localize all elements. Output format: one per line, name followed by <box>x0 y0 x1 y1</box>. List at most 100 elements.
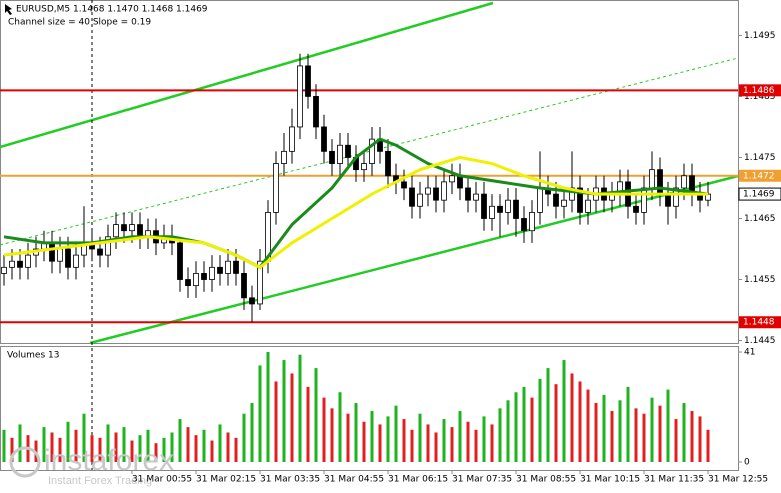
volume-bar <box>290 373 294 462</box>
volume-bar <box>490 424 494 462</box>
candle-body <box>425 187 431 195</box>
volume-bar <box>218 424 222 462</box>
chart-subtitle: Channel size = 40 Slope = 0.19 <box>8 18 151 28</box>
y-tick-label: 1.1465 <box>744 214 776 224</box>
candle-body <box>401 181 407 189</box>
volume-bar <box>626 386 630 462</box>
volume-bar <box>42 427 46 462</box>
x-tick-label: 31 Mar 06:15 <box>388 475 448 485</box>
candle-body <box>649 169 655 189</box>
volume-bar <box>106 424 110 462</box>
candle-body <box>49 242 55 262</box>
volume-bar <box>610 411 614 462</box>
candle-body <box>441 181 447 201</box>
volume-bar <box>642 413 646 462</box>
candle-body <box>225 260 231 274</box>
last-price-label: 1.1469 <box>743 190 775 200</box>
x-tick-label: 31 Mar 10:15 <box>580 475 640 485</box>
candle-body <box>513 199 519 219</box>
x-tick-label: 31 Mar 08:55 <box>516 475 576 485</box>
y-tick-label: 1.1455 <box>744 275 776 285</box>
volume-bar <box>498 408 502 462</box>
candle-body <box>289 126 295 152</box>
channel-upper <box>0 1 494 149</box>
volume-bar <box>674 419 678 462</box>
x-tick-label: 31 Mar 00:55 <box>132 475 192 485</box>
candle-body <box>473 193 479 201</box>
x-tick-label: 31 Mar 04:55 <box>324 475 384 485</box>
volume-bar <box>458 411 462 462</box>
volume-bar <box>506 400 510 462</box>
volume-bar <box>162 437 166 462</box>
volume-bar <box>234 437 238 462</box>
volume-bar <box>314 368 318 462</box>
moving-average <box>3 155 708 270</box>
candle-body <box>257 260 263 305</box>
volume-bar <box>578 381 582 462</box>
candle-body <box>497 205 503 213</box>
volume-bar <box>418 413 422 462</box>
candle-body <box>313 96 319 128</box>
candle-body <box>465 187 471 201</box>
volume-bar <box>474 429 478 462</box>
volume-bar <box>402 419 406 462</box>
volume-bar <box>514 392 518 462</box>
x-tick-label: 31 Mar 03:35 <box>260 475 320 485</box>
candle-body <box>345 144 351 158</box>
volume-bar <box>154 443 158 462</box>
candle-body <box>417 193 423 207</box>
volume-bar <box>306 386 310 462</box>
volume-bar <box>210 440 214 462</box>
candle-body <box>73 254 79 268</box>
candle-body <box>9 260 15 268</box>
watermark-tagline: Instant Forex Trading <box>48 475 152 487</box>
volume-bar <box>18 424 22 462</box>
volume-bar <box>114 432 118 462</box>
candle-body <box>97 248 103 256</box>
volume-bar <box>90 435 94 462</box>
volume-bar <box>546 368 550 462</box>
volume-bar <box>98 437 102 462</box>
volume-bar <box>138 435 142 462</box>
volume-bar <box>562 360 566 462</box>
level-label: 1.1448 <box>743 318 775 328</box>
candle-body <box>297 65 303 128</box>
volume-tick-label: 41 <box>744 348 755 358</box>
volume-bar <box>530 397 534 462</box>
volume-bar <box>634 408 638 462</box>
watermark: instaforex Instant Forex Trading <box>9 444 174 487</box>
volume-bar <box>522 386 526 462</box>
candle-body <box>529 211 535 232</box>
level-label-box <box>739 316 781 329</box>
volume-bar <box>682 402 686 462</box>
volume-bar <box>594 402 598 462</box>
candle-body <box>1 266 7 274</box>
candle-body <box>641 187 647 213</box>
volume-bar <box>10 437 14 462</box>
candle-body <box>193 273 199 287</box>
volume-bar <box>538 378 542 462</box>
volume-bar <box>226 432 230 462</box>
watermark-logo <box>9 446 41 478</box>
volume-bar <box>202 429 206 462</box>
candle-body <box>337 144 343 164</box>
volume-bar <box>74 429 78 462</box>
level-label-box <box>739 169 781 182</box>
candle-body <box>273 163 279 213</box>
candle-body <box>449 175 455 183</box>
candle-body <box>241 273 247 299</box>
volume-bar <box>370 411 374 462</box>
volume-bar <box>482 416 486 462</box>
candle-body <box>681 175 687 189</box>
volume-bar <box>394 405 398 462</box>
volume-bar <box>130 440 134 462</box>
candle-body <box>321 126 327 152</box>
candle-body <box>633 205 639 213</box>
volume-bar <box>338 392 342 462</box>
level-label: 1.1486 <box>743 86 775 96</box>
candle-body <box>369 138 375 164</box>
volume-bar <box>602 394 606 462</box>
candle-body <box>113 224 119 238</box>
volume-bar <box>386 416 390 462</box>
